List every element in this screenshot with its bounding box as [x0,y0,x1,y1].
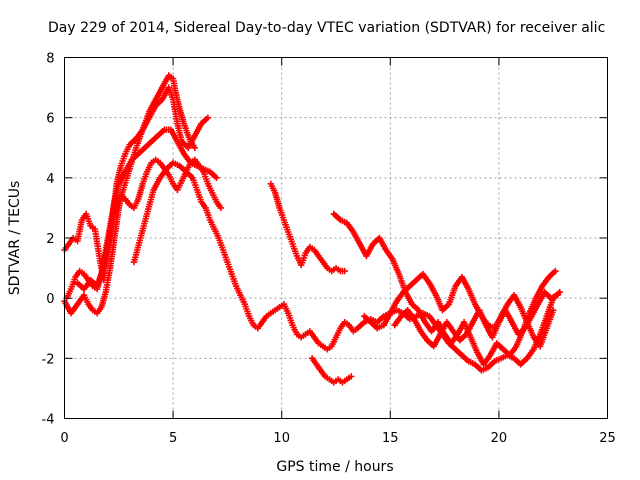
x-tick-label: 10 [273,431,290,446]
series-track-6 [267,180,348,275]
series-markers [330,210,559,368]
x-tick-label: 0 [60,431,68,446]
y-tick-label: -2 [42,352,55,367]
x-tick-label: 20 [491,431,508,446]
series-layer [61,72,563,386]
x-axis-label: GPS time / hours [276,459,393,475]
series-track-10 [391,288,561,350]
y-tick-label: 8 [46,52,54,67]
series-track-4 [74,156,225,293]
series-track-7 [330,210,559,368]
y-tick-label: 0 [46,292,54,307]
series-track-9 [308,355,355,386]
x-tick-label: 25 [599,431,616,446]
x-tick-label: 15 [382,431,399,446]
y-tick-label: -4 [42,413,55,428]
series-track-5 [130,159,563,374]
series-markers [130,159,563,374]
chart-title: Day 229 of 2014, Sidereal Day-to-day VTE… [48,20,605,36]
y-axis-label: SDTVAR / TECUs [7,181,23,296]
y-tick-label: 6 [46,112,54,127]
series-markers [74,156,225,293]
y-tick-label: 4 [46,172,54,187]
series-markers [267,180,348,275]
grid [64,57,608,419]
x-tick-label: 5 [169,431,177,446]
axis-ticks: 0 5 10 15 20 25 -4 -2 0 2 4 6 8 [42,52,616,447]
y-tick-label: 2 [46,232,54,247]
series-markers [308,355,355,386]
